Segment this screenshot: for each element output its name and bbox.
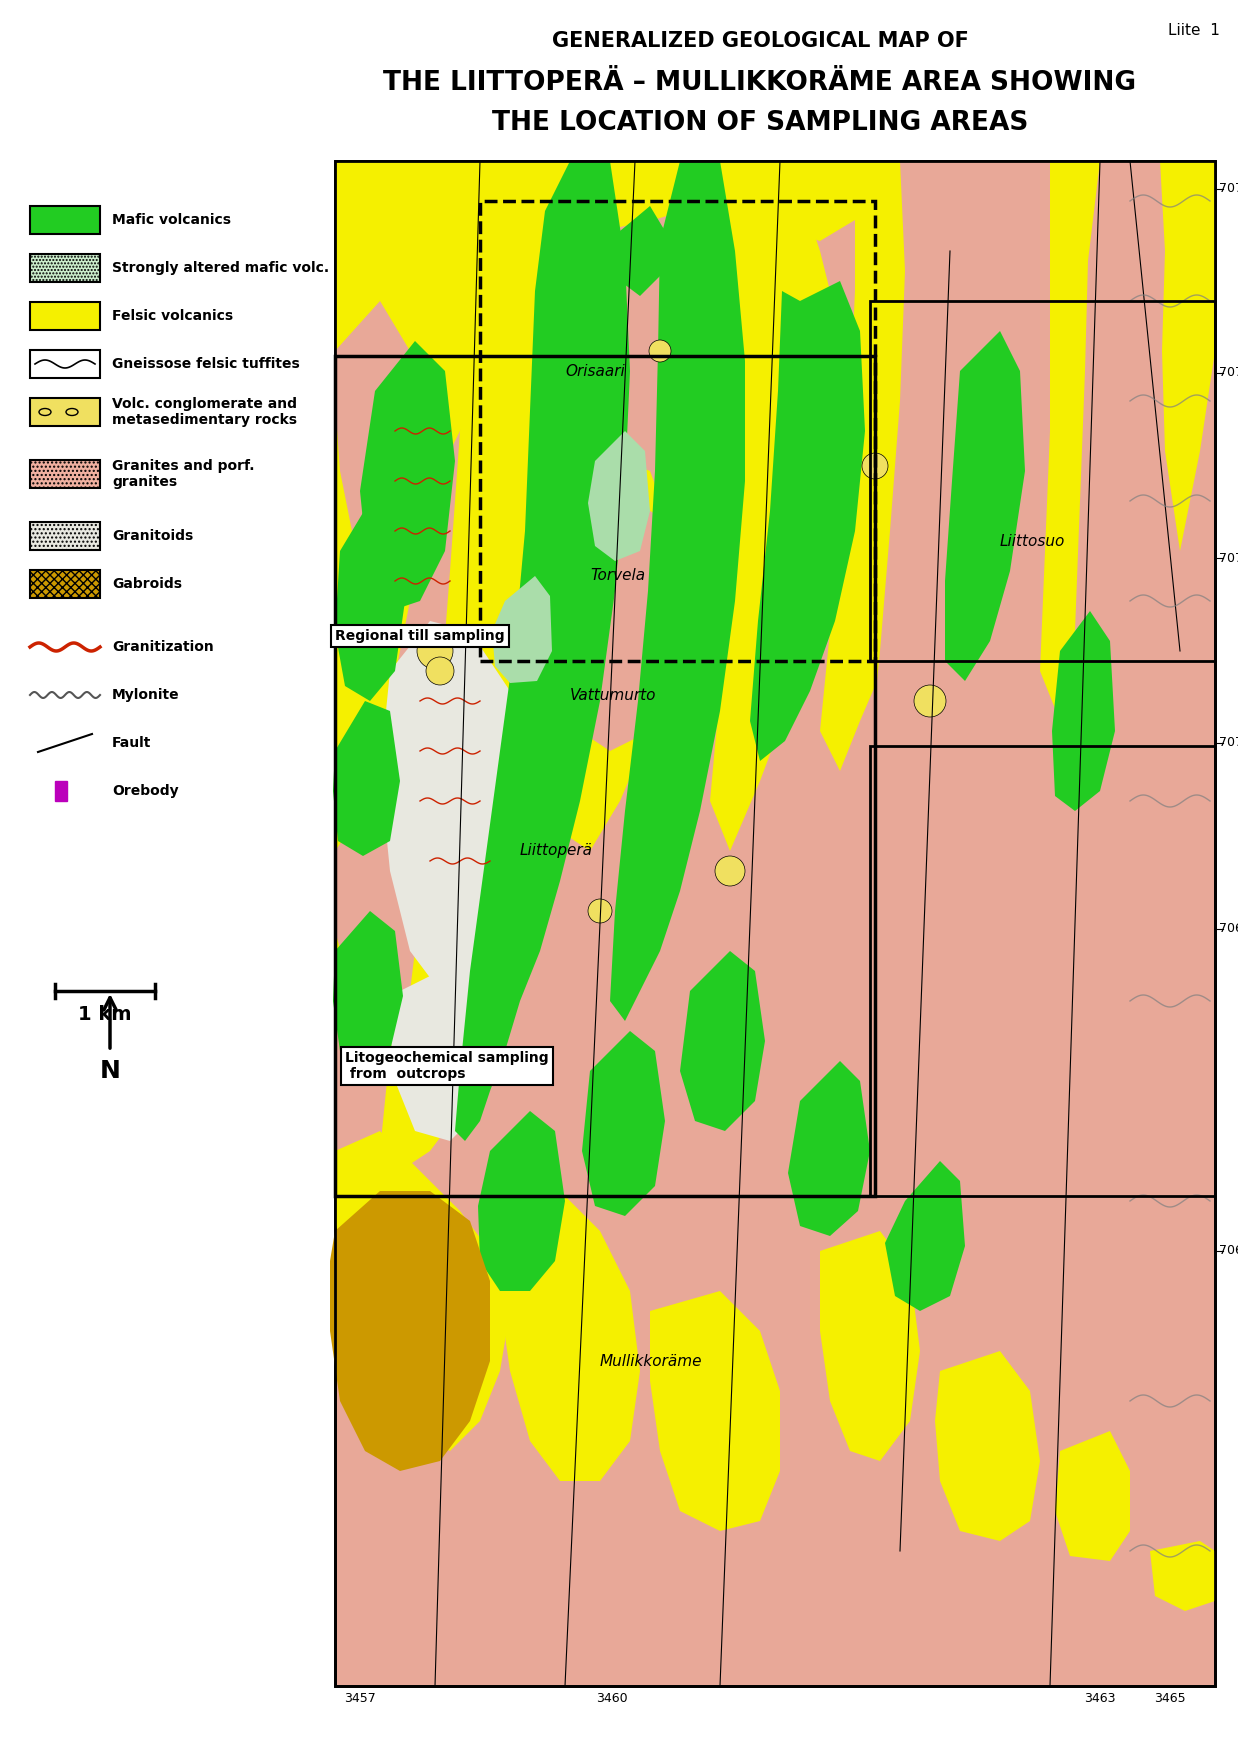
Text: Mafic volcanics: Mafic volcanics <box>111 214 232 228</box>
Bar <box>30 350 100 378</box>
Polygon shape <box>1052 611 1115 811</box>
Text: 1 km: 1 km <box>78 1005 131 1024</box>
Polygon shape <box>1070 161 1165 791</box>
Text: 3457: 3457 <box>344 1693 376 1705</box>
Text: Orisaari: Orisaari <box>565 364 625 378</box>
Bar <box>30 522 100 550</box>
Text: 7078: 7078 <box>1219 182 1238 196</box>
Polygon shape <box>1055 1431 1130 1560</box>
Bar <box>30 397 100 425</box>
Bar <box>30 301 100 329</box>
Bar <box>480 201 875 660</box>
Circle shape <box>914 685 946 716</box>
Text: THE LIITTOPERÄ – MULLIKKORÄME AREA SHOWING: THE LIITTOPERÄ – MULLIKKORÄME AREA SHOWI… <box>384 70 1136 96</box>
Polygon shape <box>1150 1541 1214 1611</box>
Polygon shape <box>612 207 665 296</box>
Bar <box>54 781 67 800</box>
Polygon shape <box>491 576 552 683</box>
Polygon shape <box>478 1110 565 1290</box>
Polygon shape <box>789 1061 870 1236</box>
Polygon shape <box>335 161 900 242</box>
Bar <box>30 461 100 489</box>
Polygon shape <box>545 452 680 851</box>
Text: Orebody: Orebody <box>111 784 178 798</box>
Text: GENERALIZED GEOLOGICAL MAP OF: GENERALIZED GEOLOGICAL MAP OF <box>552 32 968 51</box>
Text: Gabroids: Gabroids <box>111 578 182 592</box>
Polygon shape <box>335 501 405 700</box>
Polygon shape <box>335 800 420 1021</box>
Text: 7070: 7070 <box>1219 737 1238 749</box>
Polygon shape <box>680 951 765 1131</box>
Polygon shape <box>935 1352 1040 1541</box>
Polygon shape <box>650 1290 780 1530</box>
Text: Fault: Fault <box>111 735 151 749</box>
Polygon shape <box>333 911 404 1066</box>
Polygon shape <box>331 1191 490 1471</box>
Circle shape <box>426 657 454 685</box>
Text: Strongly altered mafic volc.: Strongly altered mafic volc. <box>111 261 329 275</box>
Text: 3465: 3465 <box>1154 1693 1186 1705</box>
Polygon shape <box>582 1031 665 1215</box>
Polygon shape <box>380 622 530 991</box>
Polygon shape <box>945 331 1025 681</box>
Polygon shape <box>335 161 560 1051</box>
Text: Regional till sampling: Regional till sampling <box>335 629 505 643</box>
Bar <box>870 746 1214 1196</box>
Text: Mylonite: Mylonite <box>111 688 180 702</box>
Polygon shape <box>586 800 711 1002</box>
Bar <box>30 207 100 235</box>
Text: Litogeochemical sampling
 from  outcrops: Litogeochemical sampling from outcrops <box>345 1051 548 1080</box>
Bar <box>30 571 100 599</box>
Text: Vattumurto: Vattumurto <box>569 688 656 704</box>
Bar <box>870 301 1214 660</box>
Text: 7075: 7075 <box>1219 366 1238 380</box>
Polygon shape <box>390 972 490 1142</box>
Circle shape <box>862 454 888 480</box>
Bar <box>335 355 875 1196</box>
Text: Volc. conglomerate and
metasedimentary rocks: Volc. conglomerate and metasedimentary r… <box>111 397 297 427</box>
Polygon shape <box>870 161 1050 821</box>
Polygon shape <box>500 1191 640 1481</box>
Text: 7073: 7073 <box>1219 552 1238 564</box>
Bar <box>30 254 100 282</box>
Polygon shape <box>588 431 650 560</box>
Polygon shape <box>456 161 630 1142</box>
Text: Felsic volcanics: Felsic volcanics <box>111 308 233 322</box>
Circle shape <box>417 634 453 669</box>
Text: Gneissose felsic tuffites: Gneissose felsic tuffites <box>111 357 300 371</box>
Polygon shape <box>1160 161 1214 552</box>
Polygon shape <box>333 700 400 856</box>
Text: Liittoperä: Liittoperä <box>520 844 593 858</box>
Polygon shape <box>699 161 851 851</box>
Text: Mullikkoräme: Mullikkoräme <box>600 1354 702 1369</box>
Text: Granitoids: Granitoids <box>111 529 193 543</box>
Bar <box>335 161 1214 1686</box>
Circle shape <box>588 898 612 923</box>
Polygon shape <box>360 341 456 611</box>
Text: Liite  1: Liite 1 <box>1169 23 1219 39</box>
Circle shape <box>649 340 671 362</box>
Text: Torvela: Torvela <box>591 569 645 583</box>
Text: 3463: 3463 <box>1084 1693 1115 1705</box>
Polygon shape <box>380 161 620 1171</box>
Polygon shape <box>750 280 865 762</box>
Text: Granites and porf.
granites: Granites and porf. granites <box>111 459 255 489</box>
Polygon shape <box>560 501 690 751</box>
Text: Liittosuo: Liittosuo <box>1000 534 1066 548</box>
Polygon shape <box>820 161 980 770</box>
Bar <box>335 161 1214 1686</box>
Polygon shape <box>820 1231 920 1460</box>
Text: N: N <box>99 1059 120 1084</box>
Text: 3460: 3460 <box>597 1693 628 1705</box>
Text: Granitization: Granitization <box>111 641 214 655</box>
Polygon shape <box>885 1161 964 1311</box>
Polygon shape <box>610 161 745 1021</box>
Text: THE LOCATION OF SAMPLING AREAS: THE LOCATION OF SAMPLING AREAS <box>491 110 1029 137</box>
Polygon shape <box>1040 161 1150 721</box>
Text: 7064: 7064 <box>1219 1245 1238 1257</box>
Circle shape <box>716 856 745 886</box>
Text: 7068: 7068 <box>1219 923 1238 935</box>
Polygon shape <box>335 301 420 601</box>
Polygon shape <box>335 1131 510 1452</box>
